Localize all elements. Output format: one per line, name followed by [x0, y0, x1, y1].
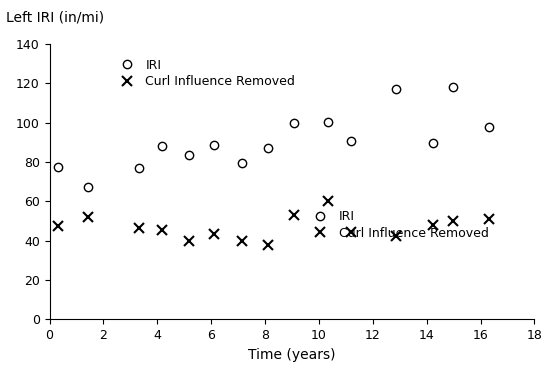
- Text: Left IRI (in/mi): Left IRI (in/mi): [6, 11, 104, 25]
- Legend: IRI, Curl Influence Removed: IRI, Curl Influence Removed: [308, 210, 489, 240]
- X-axis label: Time (years): Time (years): [249, 348, 336, 361]
